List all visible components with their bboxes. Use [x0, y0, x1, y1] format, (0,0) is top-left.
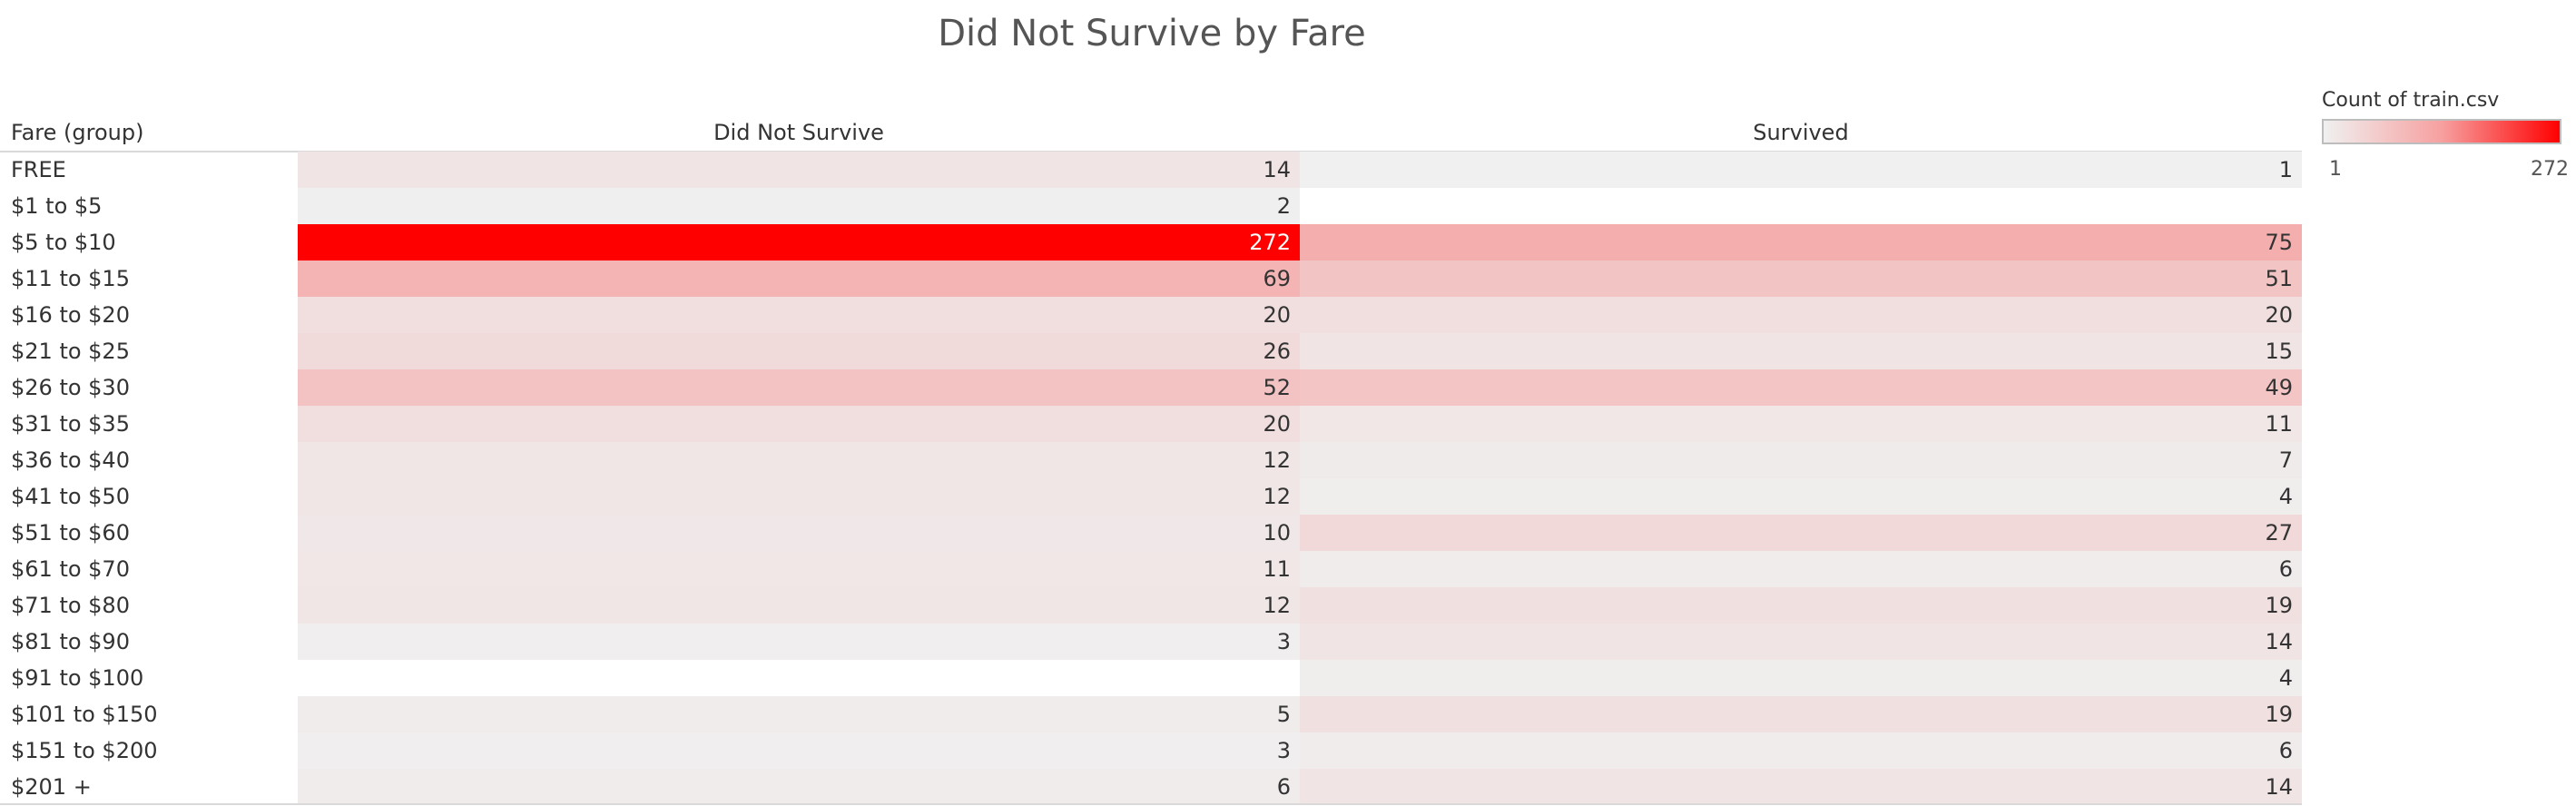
row-header-label: Fare (group) [11, 120, 144, 145]
cell-survived[interactable]: 6 [1300, 732, 2302, 769]
row-label: $41 to $50 [11, 484, 130, 509]
row-label: $16 to $20 [11, 302, 130, 328]
cell-survived[interactable]: 7 [1300, 442, 2302, 478]
cell-did-not-survive[interactable]: 2 [298, 188, 1300, 224]
cell-survived[interactable]: 49 [1300, 369, 2302, 406]
row-label: $21 to $25 [11, 339, 130, 364]
cell-survived[interactable]: 14 [1300, 769, 2302, 805]
cell-did-not-survive[interactable]: 11 [298, 551, 1300, 587]
table-row[interactable]: $16 to $20 20 20 [0, 297, 2302, 333]
table-row[interactable]: $101 to $150 5 19 [0, 696, 2302, 732]
column-header-did-not-survive: Did Not Survive [713, 120, 884, 145]
cell-survived[interactable]: 14 [1300, 624, 2302, 660]
cell-did-not-survive[interactable] [298, 660, 1300, 696]
cell-did-not-survive[interactable]: 12 [298, 442, 1300, 478]
cell-survived[interactable]: 4 [1300, 478, 2302, 515]
cell-did-not-survive[interactable]: 3 [298, 732, 1300, 769]
row-label: $26 to $30 [11, 375, 130, 400]
row-label: $101 to $150 [11, 702, 158, 727]
cell-survived[interactable]: 15 [1300, 333, 2302, 369]
cell-did-not-survive[interactable]: 12 [298, 587, 1300, 624]
cell-survived[interactable]: 11 [1300, 406, 2302, 442]
row-label: $51 to $60 [11, 520, 130, 546]
table-row[interactable]: $91 to $100 4 [0, 660, 2302, 696]
cell-survived[interactable] [1300, 188, 2302, 224]
row-label: $36 to $40 [11, 447, 130, 473]
table-row[interactable]: $11 to $15 69 51 [0, 260, 2302, 297]
cell-did-not-survive[interactable]: 20 [298, 406, 1300, 442]
cell-did-not-survive[interactable]: 14 [298, 152, 1300, 188]
table-row[interactable]: $5 to $10 272 75 [0, 224, 2302, 260]
legend-color-ramp [2322, 119, 2561, 144]
cell-did-not-survive[interactable]: 12 [298, 478, 1300, 515]
table-row[interactable]: $41 to $50 12 4 [0, 478, 2302, 515]
cell-survived[interactable]: 1 [1300, 152, 2302, 188]
row-label: FREE [11, 157, 66, 182]
table-row[interactable]: $21 to $25 26 15 [0, 333, 2302, 369]
row-label: $1 to $5 [11, 193, 103, 219]
cell-did-not-survive[interactable]: 69 [298, 260, 1300, 297]
table-row[interactable]: FREE 14 1 [0, 152, 2302, 188]
table-row[interactable]: $31 to $35 20 11 [0, 406, 2302, 442]
cell-survived[interactable]: 6 [1300, 551, 2302, 587]
table-row[interactable]: $151 to $200 3 6 [0, 732, 2302, 769]
cell-did-not-survive[interactable]: 10 [298, 515, 1300, 551]
cell-survived[interactable]: 20 [1300, 297, 2302, 333]
table-row[interactable]: $26 to $30 52 49 [0, 369, 2302, 406]
highlight-table-body: FREE 14 1 $1 to $5 2 $5 to $10 272 75 $11 to $15… [0, 152, 2302, 805]
cell-did-not-survive[interactable]: 26 [298, 333, 1300, 369]
row-label: $5 to $10 [11, 230, 116, 255]
table-row[interactable]: $51 to $60 10 27 [0, 515, 2302, 551]
table-row[interactable]: $36 to $40 12 7 [0, 442, 2302, 478]
cell-did-not-survive[interactable]: 272 [298, 224, 1300, 260]
table-row[interactable]: $61 to $70 11 6 [0, 551, 2302, 587]
table-row[interactable]: $81 to $90 3 14 [0, 624, 2302, 660]
cell-survived[interactable]: 4 [1300, 660, 2302, 696]
row-label: $61 to $70 [11, 556, 130, 582]
cell-did-not-survive[interactable]: 52 [298, 369, 1300, 406]
row-label: $11 to $15 [11, 266, 130, 291]
row-label: $81 to $90 [11, 629, 130, 654]
row-label: $201 + [11, 774, 92, 800]
table-row[interactable]: $1 to $5 2 [0, 188, 2302, 224]
chart-title: Did Not Survive by Fare [938, 13, 1366, 54]
row-label: $31 to $35 [11, 411, 130, 437]
cell-survived[interactable]: 19 [1300, 587, 2302, 624]
table-row[interactable]: $71 to $80 12 19 [0, 587, 2302, 624]
cell-did-not-survive[interactable]: 3 [298, 624, 1300, 660]
row-label: $91 to $100 [11, 665, 144, 691]
column-header-survived: Survived [1753, 120, 1849, 145]
cell-did-not-survive[interactable]: 5 [298, 696, 1300, 732]
cell-survived[interactable]: 19 [1300, 696, 2302, 732]
cell-survived[interactable]: 75 [1300, 224, 2302, 260]
bottom-divider [0, 803, 2302, 805]
cell-survived[interactable]: 27 [1300, 515, 2302, 551]
legend-max-label: 272 [2531, 158, 2569, 181]
legend-title: Count of train.csv [2322, 89, 2500, 112]
cell-did-not-survive[interactable]: 20 [298, 297, 1300, 333]
row-label: $151 to $200 [11, 738, 158, 763]
cell-survived[interactable]: 51 [1300, 260, 2302, 297]
cell-did-not-survive[interactable]: 6 [298, 769, 1300, 805]
row-label: $71 to $80 [11, 593, 130, 618]
legend-min-label: 1 [2329, 158, 2342, 181]
table-row[interactable]: $201 + 6 14 [0, 769, 2302, 805]
color-legend[interactable]: Count of train.csv 1 272 [2322, 89, 2569, 181]
